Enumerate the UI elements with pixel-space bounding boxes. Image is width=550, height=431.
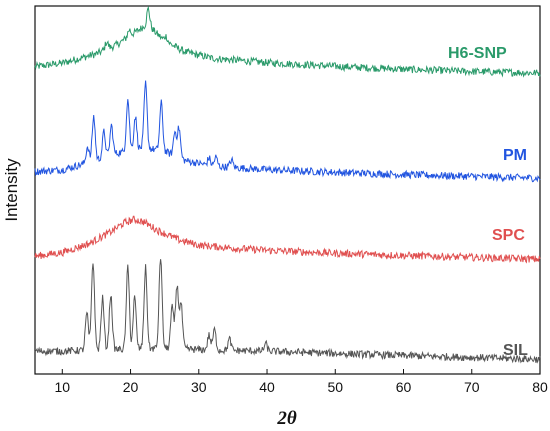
series-label-pm: PM [503,147,527,164]
x-tick-label: 50 [327,379,343,395]
plot-frame [34,5,541,375]
x-tick-label: 80 [532,379,548,395]
series-line-h6-snp [34,5,541,78]
series-group: H6-SNP PM SPC SIL [34,5,541,364]
x-ticks: 10 20 30 40 50 60 70 80 [55,369,548,395]
series-label-h6-snp: H6-SNP [448,45,507,62]
series-label-spc: SPC [492,227,525,244]
series-line-pm [34,80,541,183]
series-line-sil [34,259,541,364]
series-label-sil: SIL [503,342,528,359]
x-tick-label: 20 [123,379,139,395]
x-tick-label: 30 [191,379,207,395]
y-axis-title: Intensity [2,158,21,222]
x-tick-label: 40 [259,379,275,395]
series-line-spc [34,215,541,264]
x-tick-label: 70 [464,379,480,395]
x-axis-title: 2θ [276,408,297,429]
x-tick-label: 10 [55,379,71,395]
x-tick-label: 60 [396,379,412,395]
